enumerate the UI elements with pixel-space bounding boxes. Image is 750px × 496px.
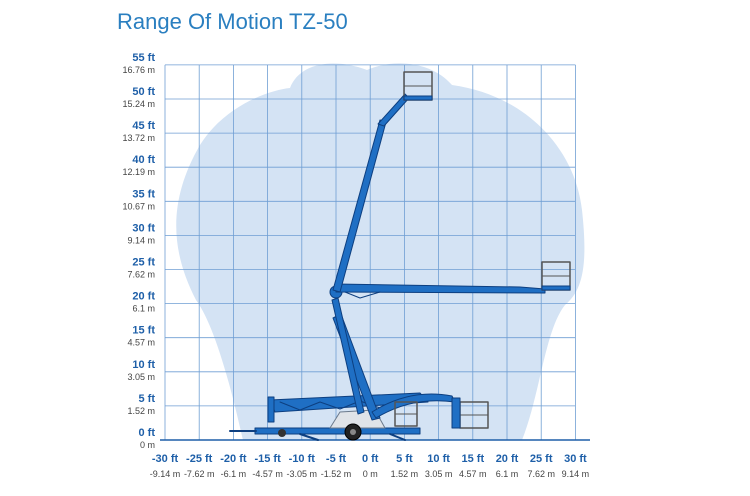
- x-tick-label-ft: -30 ft: [152, 453, 179, 465]
- x-tick-label-m: 4.57 m: [459, 469, 487, 479]
- boom-lift-illustration: [229, 71, 571, 441]
- y-tick-label-ft: 5 ft: [139, 393, 156, 405]
- x-tick-label-ft: 25 ft: [530, 453, 553, 465]
- y-tick-label-ft: 20 ft: [132, 291, 155, 303]
- x-tick-label-m: 9.14 m: [562, 469, 590, 479]
- reach-platform-basket: [541, 261, 571, 291]
- y-tick-label-m: 7.62 m: [127, 270, 155, 280]
- low-platform-basket-near: [394, 401, 418, 427]
- y-tick-label-ft: 15 ft: [132, 325, 155, 337]
- diagram-title: Range Of Motion TZ-50: [117, 9, 348, 34]
- horizontal-boom-lattice: [344, 291, 381, 299]
- y-tick-label-ft: 55 ft: [132, 52, 155, 64]
- grid-lines: [164, 64, 576, 441]
- y-tick-label-m: 0 m: [140, 440, 155, 450]
- working-envelope: [176, 63, 585, 441]
- x-tick-label-ft: -20 ft: [220, 453, 247, 465]
- y-tick-label-ft: 0 ft: [139, 427, 156, 439]
- y-tick-label-ft: 35 ft: [132, 188, 155, 200]
- stowed-boom-end: [267, 396, 275, 423]
- x-tick-label-ft: -25 ft: [186, 453, 213, 465]
- y-tick-label-m: 15.24 m: [122, 99, 155, 109]
- y-tick-label-ft: 50 ft: [132, 86, 155, 98]
- y-tick-label-m: 16.76 m: [122, 65, 155, 75]
- y-tick-label-ft: 40 ft: [132, 154, 155, 166]
- y-tick-label-ft: 25 ft: [132, 257, 155, 269]
- y-tick-label-m: 13.72 m: [122, 133, 155, 143]
- x-tick-label-ft: -5 ft: [326, 453, 347, 465]
- x-tick-label-m: 3.05 m: [425, 469, 453, 479]
- x-tick-label-ft: 10 ft: [427, 453, 450, 465]
- outrigger-right: [389, 433, 406, 441]
- x-tick-label-m: 7.62 m: [527, 469, 555, 479]
- x-tick-label-ft: -15 ft: [254, 453, 281, 465]
- top-platform-basket: [403, 71, 433, 101]
- y-tick-label-ft: 30 ft: [132, 222, 155, 234]
- trailer-wheel-hub: [350, 429, 356, 435]
- x-tick-label-m: -4.57 m: [252, 469, 283, 479]
- x-tick-label-m: 0 m: [363, 469, 378, 479]
- x-tick-label-m: -6.1 m: [221, 469, 247, 479]
- low-platform-basket-far: [451, 397, 489, 429]
- y-tick-label-m: 12.19 m: [122, 167, 155, 177]
- y-tick-label-m: 1.52 m: [127, 406, 155, 416]
- x-tick-label-m: 6.1 m: [496, 469, 519, 479]
- y-tick-label-m: 3.05 m: [127, 372, 155, 382]
- jack-wheel: [278, 429, 286, 437]
- x-tick-label-ft: 15 ft: [461, 453, 484, 465]
- x-tick-label-ft: 30 ft: [564, 453, 587, 465]
- x-tick-label-ft: 5 ft: [396, 453, 413, 465]
- outrigger-left: [299, 433, 319, 441]
- y-tick-label-m: 4.57 m: [127, 338, 155, 348]
- x-tick-label-m: -7.62 m: [184, 469, 215, 479]
- x-tick-label-m: -3.05 m: [287, 469, 318, 479]
- x-tick-label-ft: -10 ft: [289, 453, 316, 465]
- x-tick-label-ft: 20 ft: [496, 453, 519, 465]
- x-axis-labels: -30 ft -9.14 m -25 ft -7.62 m -20 ft -6.1 m -1…: [150, 453, 589, 479]
- y-axis-labels: 0 ft0 m 5 ft1.52 m 10 ft3.05 m 15 ft4.57 m 2…: [122, 52, 155, 450]
- x-tick-label-m: 1.52 m: [391, 469, 419, 479]
- y-tick-label-m: 10.67 m: [122, 201, 155, 211]
- x-tick-label-ft: 0 ft: [362, 453, 379, 465]
- x-tick-label-m: -9.14 m: [150, 469, 181, 479]
- y-tick-label-ft: 45 ft: [132, 120, 155, 132]
- y-tick-label-m: 9.14 m: [127, 235, 155, 245]
- y-tick-label-m: 6.1 m: [132, 304, 155, 314]
- y-tick-label-ft: 10 ft: [132, 359, 155, 371]
- x-tick-label-m: -1.52 m: [321, 469, 352, 479]
